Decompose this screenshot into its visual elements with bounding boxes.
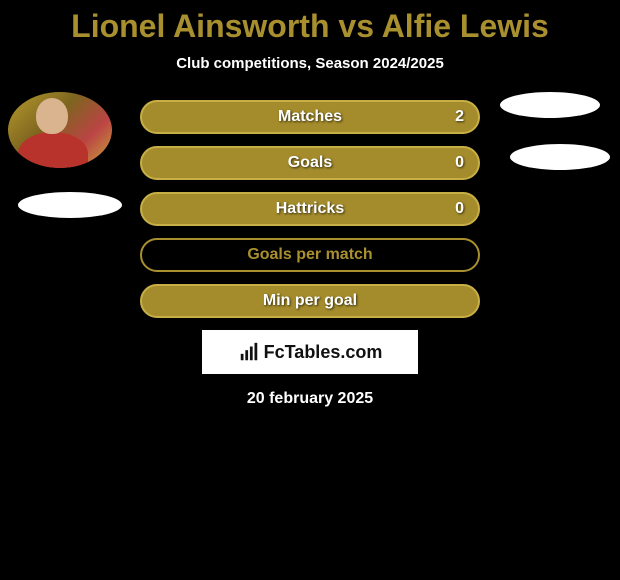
stat-bars: Matches 2 Goals 0 Hattricks 0 Goals per match M… [140,100,480,318]
brand-box: FcTables.com [202,330,418,374]
date-line: 20 february 2025 [0,390,620,408]
stat-bar: Goals 0 [140,146,480,180]
stat-bar: Hattricks 0 [140,192,480,226]
stat-bar-label: Hattricks [276,200,344,218]
player-avatar-left [8,92,112,168]
title-text: Lionel Ainsworth vs Alfie Lewis [71,8,549,44]
stat-bar: Matches 2 [140,100,480,134]
stat-bar-label: Goals per match [247,246,372,264]
avatar-shirt [18,132,88,168]
decor-ellipse-right-2 [510,144,610,170]
decor-ellipse-left [18,192,122,218]
stat-bar-label: Matches [278,108,342,126]
brand-chart-icon [238,341,260,363]
subtitle: Club competitions, Season 2024/2025 [0,55,620,72]
comparison-area: Matches 2 Goals 0 Hattricks 0 Goals per match M… [0,100,620,408]
stat-bar-label: Goals [288,154,332,172]
stat-bar-value: 0 [455,154,464,172]
stat-bar: Goals per match [140,238,480,272]
stat-bar-label: Min per goal [263,292,357,310]
stat-bar-value: 0 [455,200,464,218]
stat-bar-value: 2 [455,108,464,126]
avatar-head [36,98,68,134]
decor-ellipse-right-1 [500,92,600,118]
brand-text: FcTables.com [264,342,383,363]
page-title: Lionel Ainsworth vs Alfie Lewis [0,0,620,45]
stat-bar: Min per goal [140,284,480,318]
